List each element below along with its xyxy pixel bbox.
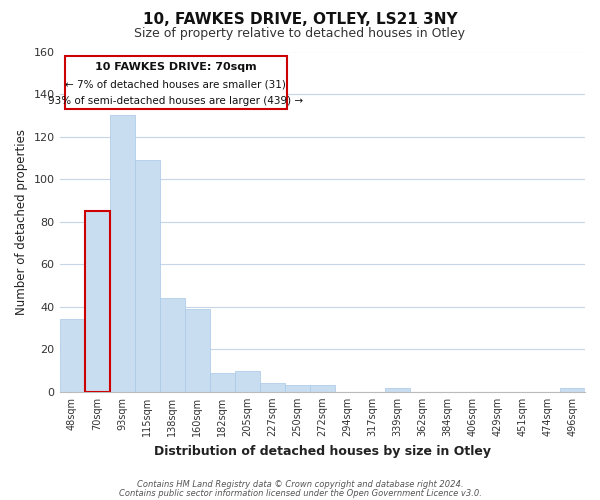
Bar bbox=[65, 56, 287, 109]
Bar bbox=[185, 309, 209, 392]
Text: 10, FAWKES DRIVE, OTLEY, LS21 3NY: 10, FAWKES DRIVE, OTLEY, LS21 3NY bbox=[143, 12, 457, 28]
Bar bbox=[285, 386, 310, 392]
Text: 10 FAWKES DRIVE: 70sqm: 10 FAWKES DRIVE: 70sqm bbox=[95, 62, 257, 72]
Bar bbox=[260, 384, 285, 392]
Bar bbox=[160, 298, 185, 392]
Bar bbox=[235, 370, 260, 392]
Text: ← 7% of detached houses are smaller (31): ← 7% of detached houses are smaller (31) bbox=[65, 79, 286, 89]
Bar bbox=[110, 116, 134, 392]
Y-axis label: Number of detached properties: Number of detached properties bbox=[15, 128, 28, 314]
Bar bbox=[85, 211, 110, 392]
Bar bbox=[59, 320, 85, 392]
Bar bbox=[134, 160, 160, 392]
Bar bbox=[560, 388, 585, 392]
Bar bbox=[209, 372, 235, 392]
Bar bbox=[385, 388, 410, 392]
Text: Contains HM Land Registry data © Crown copyright and database right 2024.: Contains HM Land Registry data © Crown c… bbox=[137, 480, 463, 489]
Text: Size of property relative to detached houses in Otley: Size of property relative to detached ho… bbox=[134, 28, 466, 40]
Bar bbox=[85, 211, 110, 392]
X-axis label: Distribution of detached houses by size in Otley: Distribution of detached houses by size … bbox=[154, 444, 491, 458]
Text: 93% of semi-detached houses are larger (439) →: 93% of semi-detached houses are larger (… bbox=[49, 96, 304, 106]
Text: Contains public sector information licensed under the Open Government Licence v3: Contains public sector information licen… bbox=[119, 488, 481, 498]
Bar bbox=[310, 386, 335, 392]
